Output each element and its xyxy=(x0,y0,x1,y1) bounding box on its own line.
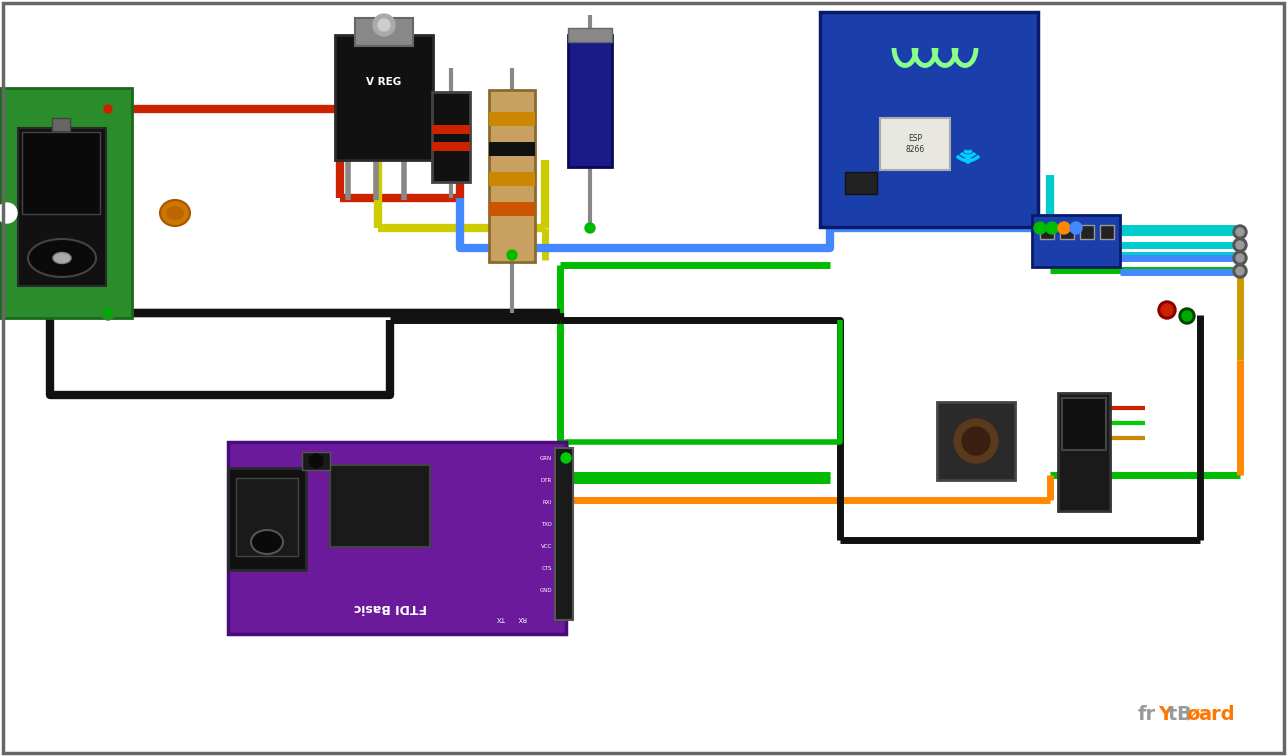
Bar xyxy=(1100,225,1115,239)
Bar xyxy=(228,468,306,570)
Text: VCC: VCC xyxy=(541,544,552,549)
Circle shape xyxy=(104,105,112,113)
Circle shape xyxy=(954,419,997,463)
Circle shape xyxy=(1236,228,1245,236)
Bar xyxy=(820,12,1039,227)
Circle shape xyxy=(1058,222,1069,234)
Bar xyxy=(1058,393,1109,511)
Bar xyxy=(302,452,329,470)
Bar xyxy=(1062,398,1106,450)
Bar xyxy=(489,142,535,156)
Circle shape xyxy=(1236,241,1245,249)
Circle shape xyxy=(309,454,323,468)
Bar xyxy=(329,465,430,547)
Circle shape xyxy=(104,309,112,317)
Circle shape xyxy=(1233,225,1247,239)
Circle shape xyxy=(373,14,395,36)
Text: ard: ard xyxy=(1198,705,1234,724)
Circle shape xyxy=(1233,264,1247,278)
Circle shape xyxy=(1069,222,1082,234)
Ellipse shape xyxy=(166,206,184,220)
Bar xyxy=(355,18,413,46)
Text: GND: GND xyxy=(539,587,552,593)
Text: RX: RX xyxy=(517,615,526,621)
Circle shape xyxy=(100,306,115,320)
Circle shape xyxy=(100,102,115,116)
Bar xyxy=(489,172,535,186)
Text: t: t xyxy=(1169,705,1178,724)
Circle shape xyxy=(561,453,571,463)
Text: ESP
8266: ESP 8266 xyxy=(905,135,924,153)
Bar xyxy=(1032,215,1120,267)
Circle shape xyxy=(507,250,517,260)
Bar xyxy=(555,448,573,620)
Bar xyxy=(1040,225,1054,239)
Bar xyxy=(22,132,100,214)
Text: ø: ø xyxy=(1187,705,1199,724)
Bar xyxy=(51,118,69,131)
Text: TX: TX xyxy=(498,615,507,621)
Circle shape xyxy=(1233,251,1247,265)
Circle shape xyxy=(1236,267,1245,275)
Circle shape xyxy=(1046,222,1058,234)
Text: V REG: V REG xyxy=(367,77,402,87)
Text: GRN: GRN xyxy=(539,456,552,460)
Ellipse shape xyxy=(160,200,190,226)
Bar xyxy=(1060,225,1073,239)
Circle shape xyxy=(1033,222,1046,234)
Circle shape xyxy=(1233,238,1247,252)
Bar xyxy=(228,442,566,634)
Bar xyxy=(846,172,876,194)
Circle shape xyxy=(961,427,990,455)
Circle shape xyxy=(0,203,17,223)
Bar xyxy=(568,28,613,42)
Ellipse shape xyxy=(251,530,283,554)
Ellipse shape xyxy=(53,253,71,264)
Bar xyxy=(1080,225,1094,239)
Bar xyxy=(432,125,470,134)
Circle shape xyxy=(1161,304,1172,316)
Text: TXO: TXO xyxy=(541,522,552,526)
Bar xyxy=(236,478,299,556)
Circle shape xyxy=(586,223,595,233)
Bar xyxy=(880,118,950,170)
Ellipse shape xyxy=(28,239,97,277)
Text: DTR: DTR xyxy=(541,478,552,482)
Bar xyxy=(937,402,1015,480)
Circle shape xyxy=(378,19,390,31)
Bar xyxy=(0,88,133,318)
Text: B: B xyxy=(1176,705,1190,724)
Bar xyxy=(18,128,106,286)
Bar xyxy=(432,142,470,151)
Circle shape xyxy=(1179,308,1196,324)
Bar xyxy=(489,112,535,126)
Bar xyxy=(489,202,535,216)
Text: Y: Y xyxy=(1158,705,1172,724)
Bar xyxy=(432,92,470,182)
Circle shape xyxy=(1158,301,1176,319)
Circle shape xyxy=(1181,311,1192,321)
Bar xyxy=(335,35,432,160)
Circle shape xyxy=(1236,254,1245,262)
Bar xyxy=(489,90,535,262)
Bar xyxy=(568,35,613,167)
Text: RXI: RXI xyxy=(543,500,552,504)
Circle shape xyxy=(965,157,970,163)
Text: CTS: CTS xyxy=(542,565,552,571)
Text: fr: fr xyxy=(1138,705,1156,724)
Text: FTDI Basic: FTDI Basic xyxy=(354,600,426,614)
